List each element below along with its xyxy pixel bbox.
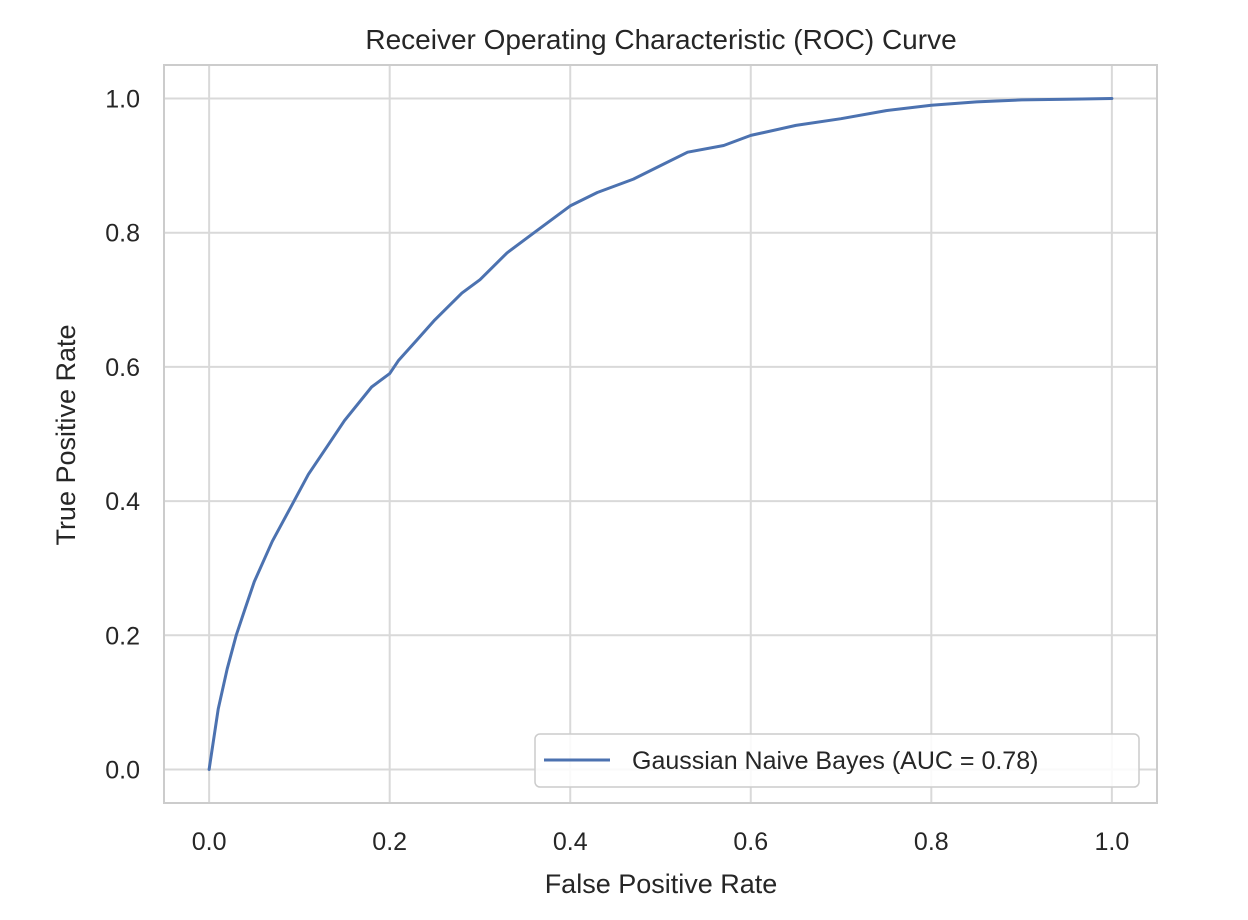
x-tick-label: 0.0 <box>192 828 227 856</box>
y-tick-label: 0.0 <box>105 756 140 784</box>
grid-lines <box>164 65 1157 803</box>
y-tick-label: 0.2 <box>105 622 140 650</box>
x-tick-label: 0.4 <box>553 828 588 856</box>
y-tick-label: 0.6 <box>105 354 140 382</box>
y-tick-label: 0.8 <box>105 220 140 248</box>
y-tick-label: 1.0 <box>105 86 140 114</box>
x-tick-label: 0.6 <box>733 828 768 856</box>
x-tick-label: 0.2 <box>372 828 407 856</box>
y-axis-label: True Positive Rate <box>51 324 81 545</box>
series-layer <box>207 97 1114 771</box>
x-tick-label: 1.0 <box>1094 828 1129 856</box>
chart-title: Receiver Operating Characteristic (ROC) … <box>365 24 956 55</box>
y-tick-label: 0.4 <box>105 488 140 516</box>
x-tick-label: 0.8 <box>914 828 949 856</box>
x-axis-label: False Positive Rate <box>545 869 778 899</box>
legend-entry-label: Gaussian Naive Bayes (AUC = 0.78) <box>632 747 1038 775</box>
roc-curve-line <box>207 97 1114 771</box>
legend: Gaussian Naive Bayes (AUC = 0.78) <box>534 733 1140 788</box>
tick-labels: 0.0 0.2 0.4 0.6 0.8 1.0 0.0 0.2 0.4 0.6 0.8 1.0 <box>105 86 1129 856</box>
legend-box <box>534 733 1140 788</box>
plot-frame <box>163 64 1158 804</box>
